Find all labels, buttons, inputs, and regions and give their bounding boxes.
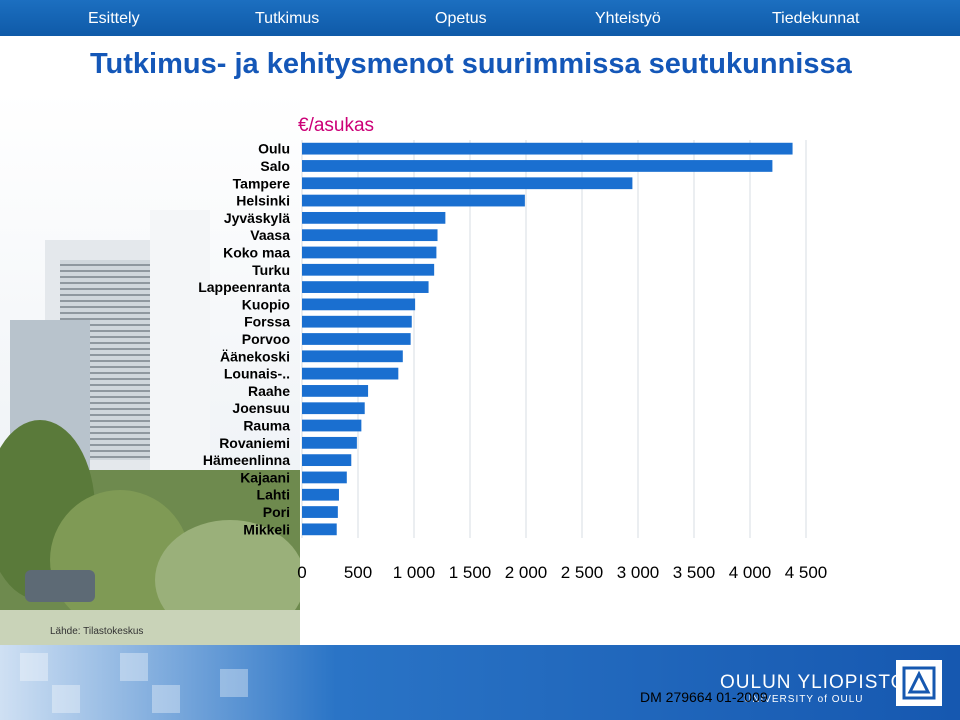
bar [302,419,362,432]
page-title: Tutkimus- ja kehitysmenot suurimmissa se… [90,48,852,80]
x-tick-label: 1 500 [449,563,492,582]
category-label: Porvoo [242,331,290,347]
bar [302,229,438,242]
bar [302,436,357,449]
footer-bar [0,645,960,720]
category-label: Helsinki [236,193,290,209]
bar [302,402,365,415]
bar [302,454,352,467]
bar [302,298,416,311]
category-label: Hämeenlinna [203,452,290,468]
category-label: Kajaani [240,469,290,485]
category-label: Äänekoski [220,348,290,364]
x-tick-label: 3 500 [673,563,716,582]
x-tick-label: 0 [297,563,306,582]
nav-item-opetus[interactable]: Opetus [435,10,487,27]
category-label: Oulu [258,141,290,157]
category-label: Salo [260,158,290,174]
bar [302,315,412,328]
unit-label: €/asukas [298,115,374,136]
nav-item-tiedekunnat[interactable]: Tiedekunnat [772,10,860,27]
bar [302,177,633,190]
document-id: DM 279664 01-2009 [640,689,768,705]
category-label: Lounais-.. [224,366,290,382]
bar [302,506,338,518]
category-label: Lahti [257,487,290,503]
category-label: Vaasa [250,227,290,243]
x-tick-labels: 0 500 1 000 1 500 2 000 2 500 3 000 3 500 4 000 4… [297,563,827,582]
bar [302,160,773,172]
bar [302,367,399,380]
x-tick-label: 1 000 [393,563,436,582]
bar [302,350,403,363]
bar [302,246,437,259]
x-tick-label: 2 000 [505,563,548,582]
bar [302,471,347,484]
category-label: Joensuu [232,400,290,416]
university-logo-icon [896,660,942,706]
university-logo-text: OULUN YLIOPISTO [720,672,907,693]
category-label: Forssa [244,314,290,330]
category-label: Mikkeli [243,521,290,537]
bar [302,523,337,536]
university-logo-subtext: UNIVERSITY of OULU [744,694,864,705]
category-label: Turku [252,262,290,278]
top-navigation: Esittely Tutkimus Opetus Yhteistyö Tiede… [0,0,960,36]
category-label: Jyväskylä [224,210,290,226]
bar [302,333,411,345]
nav-item-tutkimus[interactable]: Tutkimus [255,10,320,27]
category-label: Lappeenranta [198,279,290,295]
source-note: Lähde: Tilastokeskus [50,626,144,637]
x-tick-label: 4 000 [729,563,772,582]
x-tick-label: 2 500 [561,563,604,582]
category-label: Rovaniemi [219,435,290,451]
bar [302,211,446,224]
category-label: Rauma [243,418,290,434]
bars [302,142,793,536]
x-tick-label: 3 000 [617,563,660,582]
x-tick-label: 4 500 [785,563,828,582]
bar [302,194,525,207]
bar [302,263,435,276]
bar [302,488,339,501]
bar [302,385,369,397]
x-tick-label: 500 [344,563,372,582]
category-label: Kuopio [242,296,290,312]
bar [302,142,793,155]
category-label: Koko maa [223,244,290,260]
bar [302,281,429,293]
category-label: Tampere [233,175,291,191]
category-label: Raahe [248,383,290,399]
nav-item-yhteistyo[interactable]: Yhteistyö [595,10,661,27]
nav-item-esittely[interactable]: Esittely [88,10,140,27]
building-photo [0,90,300,645]
category-label: Pori [263,504,290,520]
